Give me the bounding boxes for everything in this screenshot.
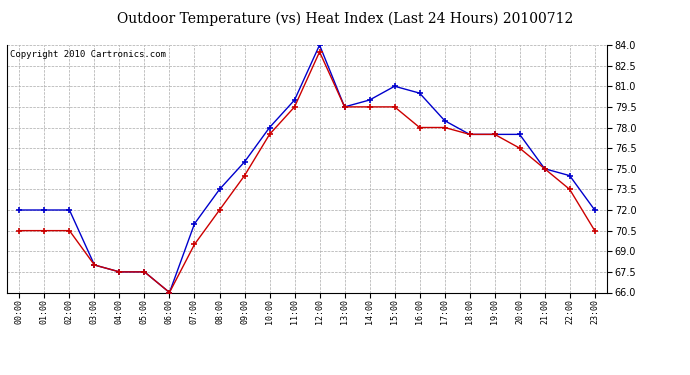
Text: Copyright 2010 Cartronics.com: Copyright 2010 Cartronics.com — [10, 50, 166, 59]
Text: Outdoor Temperature (vs) Heat Index (Last 24 Hours) 20100712: Outdoor Temperature (vs) Heat Index (Las… — [117, 11, 573, 26]
